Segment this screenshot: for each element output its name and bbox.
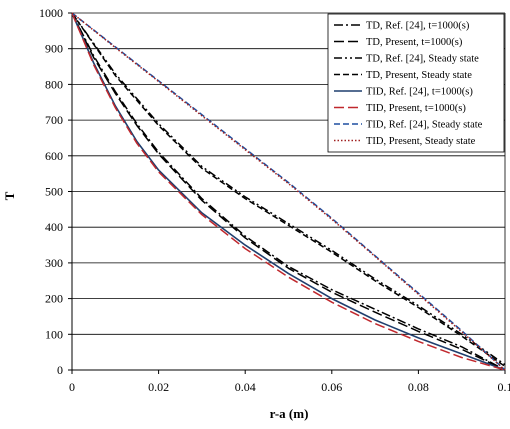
y-axis-label: T xyxy=(2,191,17,200)
series-layer xyxy=(71,12,506,371)
y-tick-label: 100 xyxy=(45,327,63,341)
y-tick-label: 500 xyxy=(45,185,63,199)
x-tick-label: 0.08 xyxy=(408,380,429,394)
series-line-4 xyxy=(71,12,506,368)
legend-label: TID, Ref. [24], Steady state xyxy=(366,120,483,131)
legend-label: TID, Ref. [24], t=1000(s) xyxy=(366,87,473,98)
legend-label: TID, Present, Steady state xyxy=(366,136,476,147)
legend: TD, Ref. [24], t=1000(s) TD, Present, t=1… xyxy=(327,13,505,153)
legend-label: TD, Present, Steady state xyxy=(366,70,472,81)
series-line-6 xyxy=(71,12,506,371)
series-line-3 xyxy=(71,12,506,366)
x-axis-label: r-a (m) xyxy=(270,406,309,421)
y-tick-label: 200 xyxy=(45,292,63,306)
legend-label: TD, Ref. [24], Steady state xyxy=(366,54,479,65)
y-tick-label: 1000 xyxy=(39,6,63,20)
y-tick-label: 0 xyxy=(57,363,63,377)
legend-box xyxy=(327,13,505,153)
series-line-5 xyxy=(71,12,506,371)
x-tick-label: 0.04 xyxy=(235,380,256,394)
series-line-2 xyxy=(71,12,506,371)
y-tick-label: 800 xyxy=(45,77,63,91)
y-tick-label: 600 xyxy=(45,149,63,163)
x-tick-label: 0.06 xyxy=(321,380,342,394)
series-line-8 xyxy=(71,12,506,371)
legend-label: TD, Present, t=1000(s) xyxy=(366,37,463,48)
y-tick-label: 900 xyxy=(45,42,63,56)
y-tick-label: 700 xyxy=(45,113,63,127)
y-tick-label: 400 xyxy=(45,220,63,234)
x-tick-label: 0.02 xyxy=(148,380,169,394)
x-tick-label: 0 xyxy=(69,380,75,394)
legend-label: TD, Ref. [24], t=1000(s) xyxy=(366,21,470,32)
legend-label: TID, Present, t=1000(s) xyxy=(366,103,466,114)
x-tick-label: 0.1 xyxy=(498,380,510,394)
series-line-1 xyxy=(71,12,506,371)
tick-labels: 0 0.02 0.04 0.06 0.08 0.1 0 100 200 300 400 500 600 7… xyxy=(39,6,510,394)
y-tick-label: 300 xyxy=(45,256,63,270)
